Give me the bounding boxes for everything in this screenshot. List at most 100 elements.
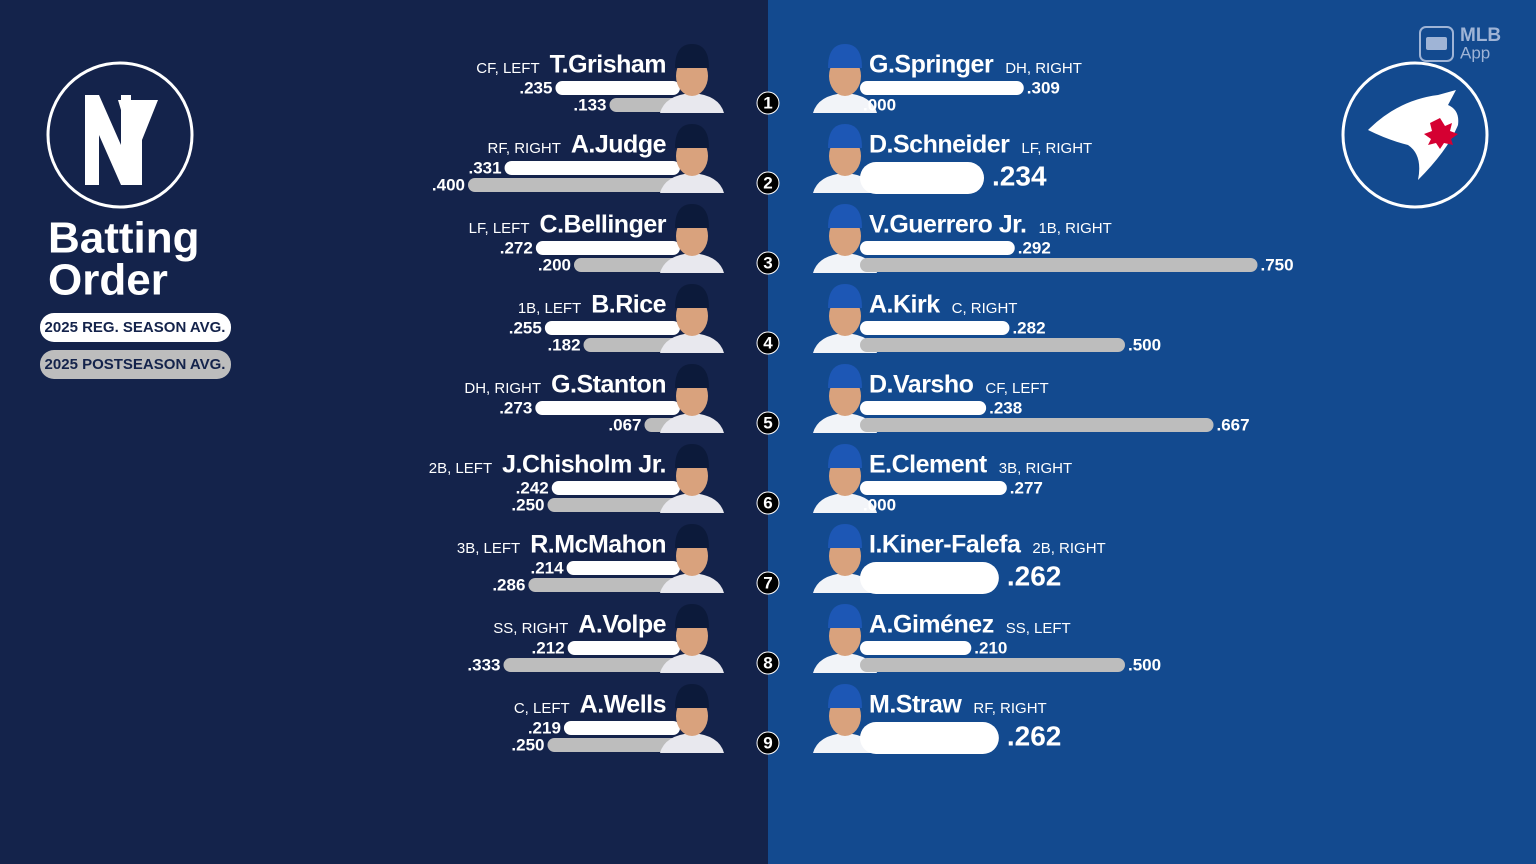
post-bar (860, 258, 1258, 272)
player-name: I.Kiner-Falefa (869, 531, 1022, 559)
cap (675, 444, 709, 468)
slot-badge (756, 411, 780, 435)
slot-number: 7 (763, 573, 772, 592)
player-name: R.McMahon (530, 531, 666, 559)
player-name: D.Varsho (869, 371, 974, 399)
player-photo (660, 364, 724, 433)
season-label: .309 (1027, 78, 1060, 97)
post-label: .133 (573, 95, 606, 114)
season-label: .331 (468, 158, 501, 177)
player-photo (660, 684, 724, 753)
cap (675, 364, 709, 388)
season-label: .219 (528, 718, 561, 737)
cap (828, 364, 862, 388)
player-position: 2B, LEFT (429, 460, 492, 477)
player-name: A.Giménez (869, 611, 994, 639)
post-label: .250 (511, 495, 544, 514)
player-position: 3B, RIGHT (999, 460, 1072, 477)
jersey (813, 93, 877, 113)
post-label: .000 (863, 495, 896, 514)
cap (828, 204, 862, 228)
headshot (660, 284, 724, 353)
headshot (813, 44, 877, 113)
season-label: .235 (519, 78, 552, 97)
season-label: .292 (1018, 238, 1051, 257)
legend-swatch (40, 350, 231, 379)
jersey (660, 573, 724, 593)
post-label: .500 (1128, 655, 1161, 674)
slot-number: 9 (763, 733, 772, 752)
post-bar (468, 178, 680, 192)
slot-badge (756, 91, 780, 115)
headshot (660, 44, 724, 113)
season-bar (544, 321, 680, 335)
player-position: RF, RIGHT (973, 700, 1046, 717)
headshot (660, 124, 724, 193)
player-position: CF, LEFT (476, 60, 539, 77)
player-position: SS, RIGHT (493, 620, 568, 637)
headshot (660, 524, 724, 593)
brand-text: MLB (1460, 25, 1501, 46)
post-bar (574, 258, 680, 272)
player-name: E.Clement (869, 451, 988, 479)
player-photo (660, 204, 724, 273)
headshot (660, 364, 724, 433)
post-bar (503, 658, 680, 672)
slot-badge (756, 731, 780, 755)
season-label: .262 (1007, 720, 1062, 751)
season-label: .212 (532, 638, 565, 657)
post-label: .250 (511, 735, 544, 754)
season-bar (563, 721, 680, 735)
cap (675, 44, 709, 68)
slot-badge (756, 571, 780, 595)
player-name: A.Judge (571, 131, 667, 159)
brand-text: App (1460, 43, 1490, 62)
jersey (660, 413, 724, 433)
cap (675, 604, 709, 628)
player-position: 2B, RIGHT (1032, 540, 1105, 557)
post-bar (860, 418, 1214, 432)
player-name: T.Grisham (550, 51, 666, 79)
headshot (660, 204, 724, 273)
player-name: M.Straw (869, 691, 962, 719)
post-bar (860, 338, 1125, 352)
player-position: SS, LEFT (1006, 620, 1071, 637)
headshot (660, 684, 724, 753)
jersey (660, 253, 724, 273)
season-label: .262 (1007, 560, 1062, 591)
jersey (813, 493, 877, 513)
jersey (660, 333, 724, 353)
season-label: .272 (500, 238, 533, 257)
jersey (660, 173, 724, 193)
post-label: .182 (547, 335, 580, 354)
season-bar (555, 81, 680, 95)
season-bar (504, 161, 680, 175)
player-name: D.Schneider (869, 131, 1010, 159)
headshot (813, 284, 877, 353)
post-bar (547, 738, 680, 752)
player-name: J.Chisholm Jr. (502, 451, 666, 479)
player-photo (660, 444, 724, 513)
slot-badge (756, 651, 780, 675)
title-line: Order (48, 256, 168, 305)
headshot (660, 444, 724, 513)
season-bar (860, 81, 1024, 95)
post-label: .500 (1128, 335, 1161, 354)
season-bar (535, 241, 680, 255)
jersey (660, 733, 724, 753)
player-position: C, RIGHT (952, 300, 1018, 317)
slot-number: 1 (763, 93, 772, 112)
player-photo (813, 444, 877, 513)
post-label: .067 (608, 415, 641, 434)
player-photo (660, 284, 724, 353)
legend-entry: 2025 POSTSEASON AVG. (45, 356, 226, 373)
season-bar (860, 241, 1015, 255)
season-bar (860, 641, 972, 655)
season-label: .277 (1010, 478, 1043, 497)
jersey (660, 493, 724, 513)
cap (675, 124, 709, 148)
cap (828, 284, 862, 308)
cap (828, 444, 862, 468)
player-position: RF, RIGHT (488, 140, 561, 157)
